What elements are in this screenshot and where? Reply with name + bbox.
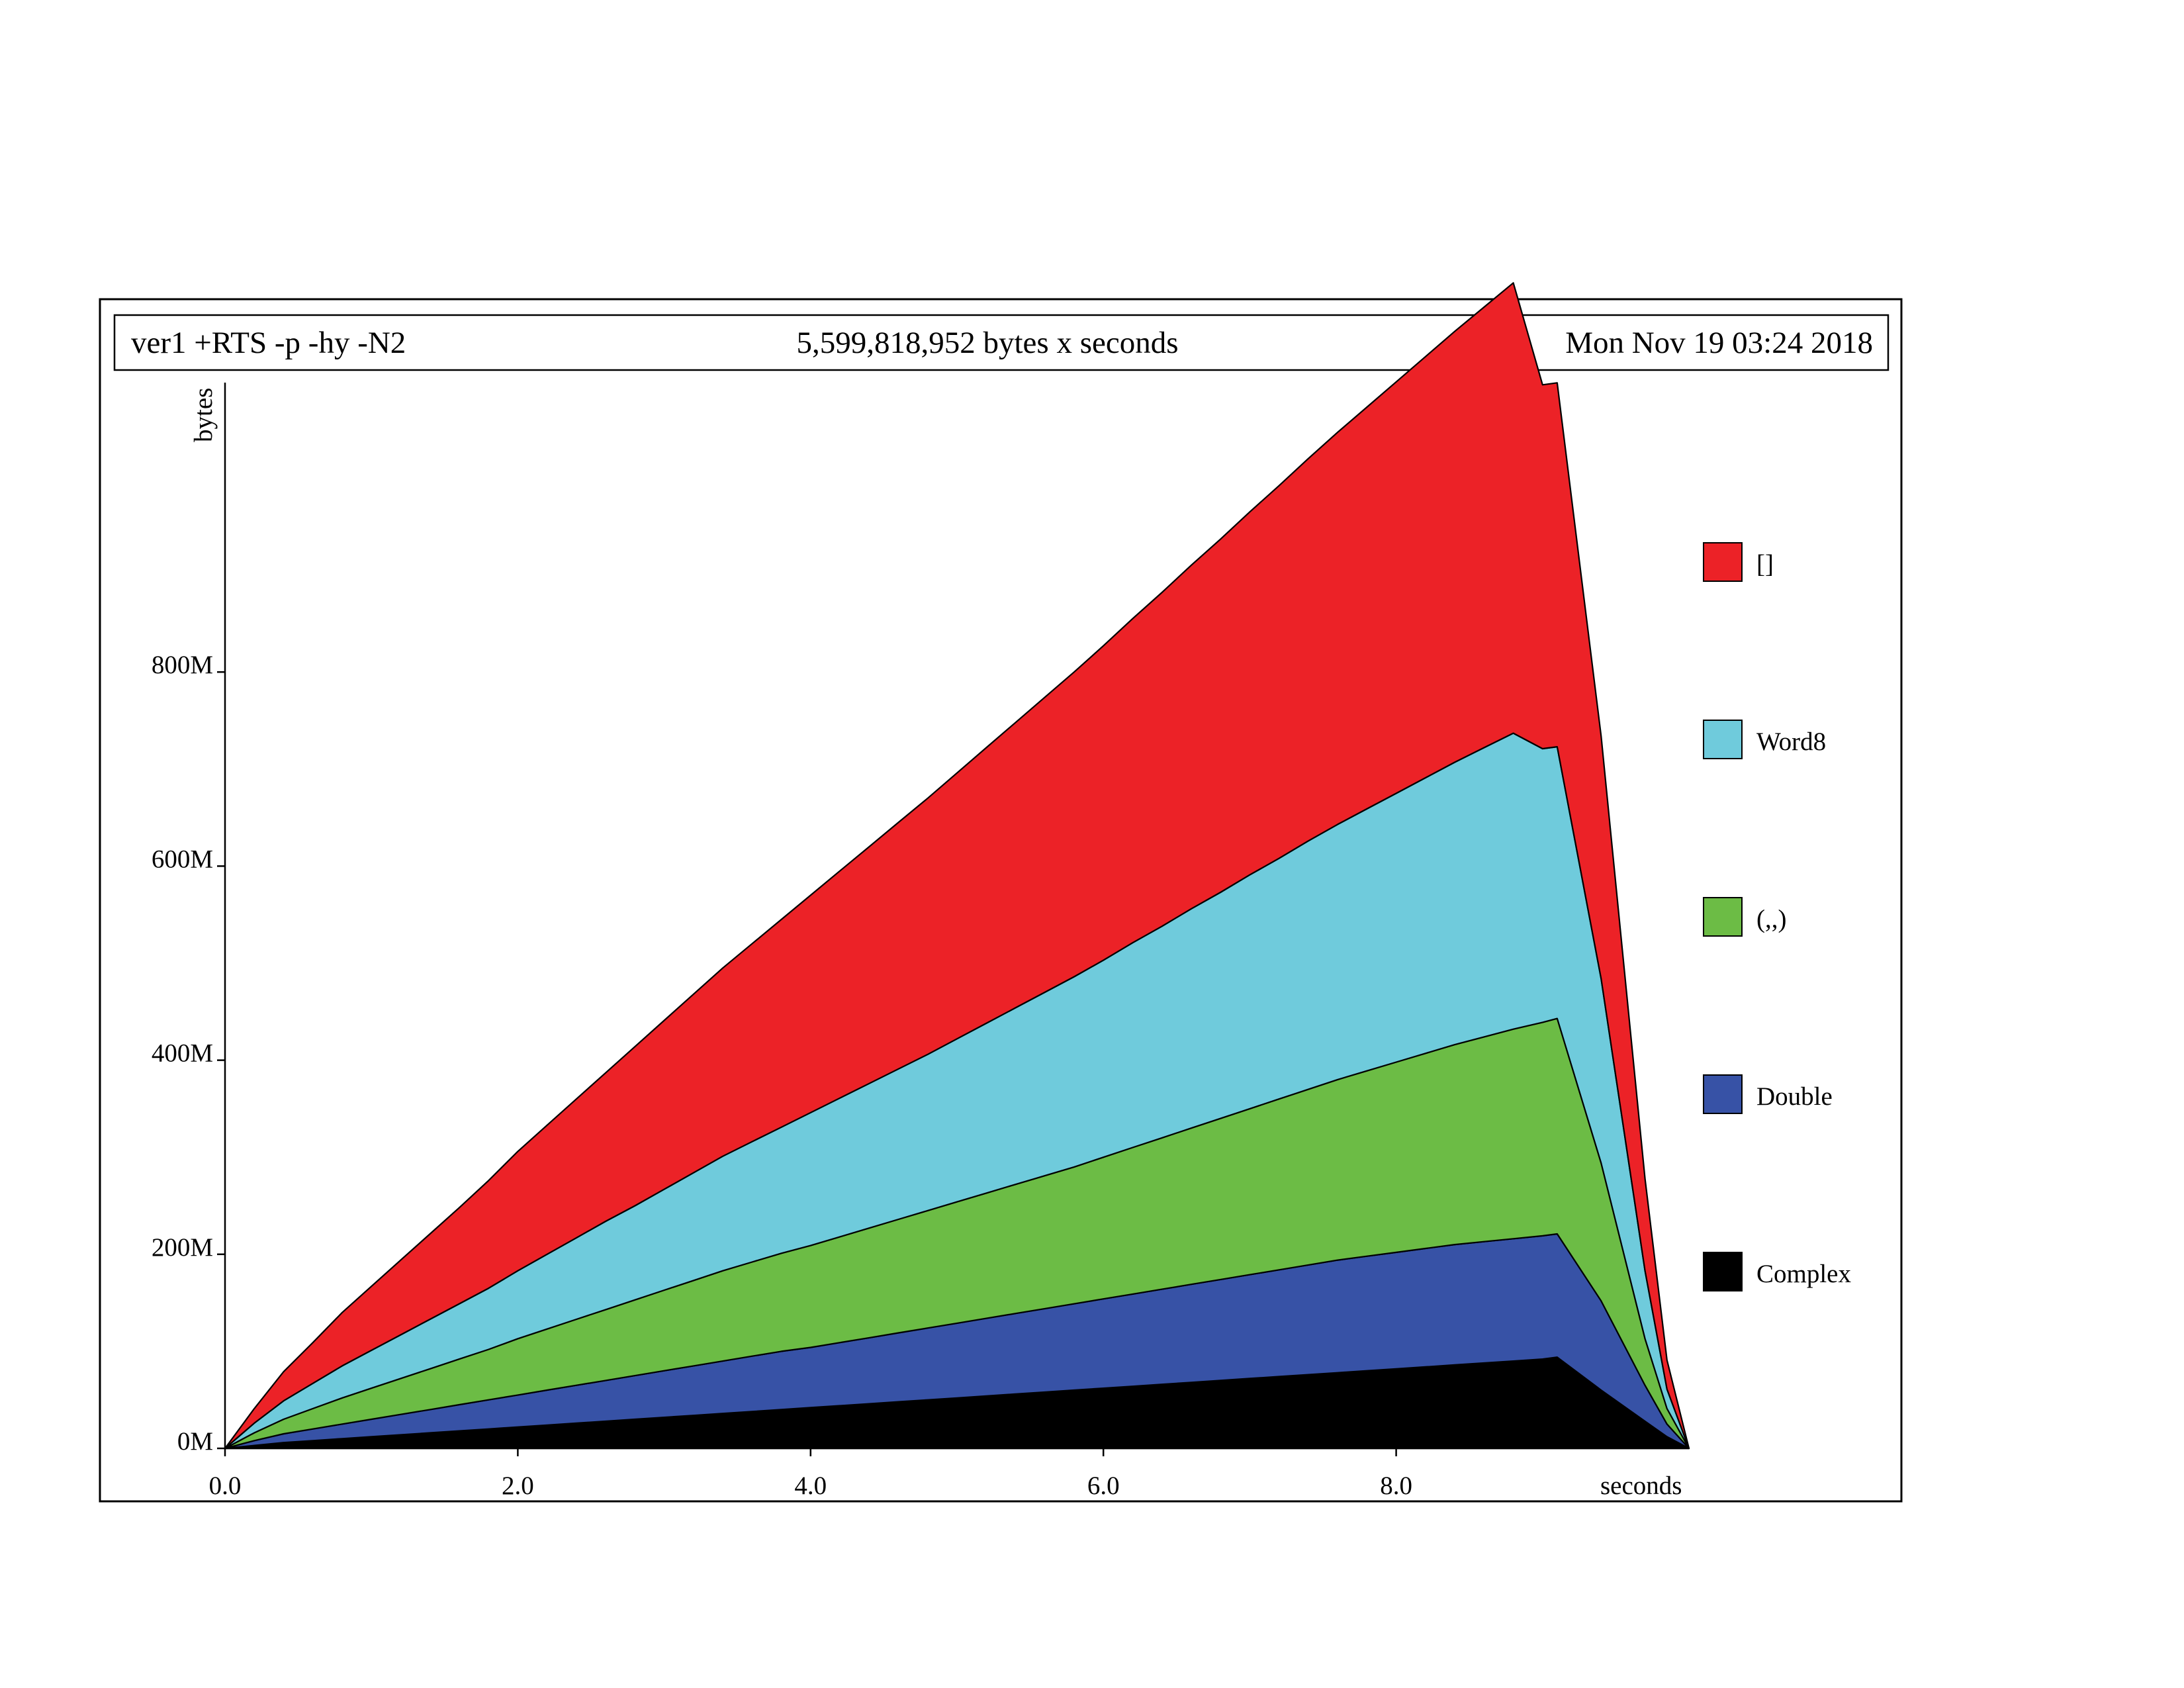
x-tick-label: 8.0 (1380, 1472, 1412, 1500)
header-box (113, 314, 1889, 371)
legend-swatch (1703, 1252, 1743, 1291)
x-tick-label: 2.0 (502, 1472, 534, 1500)
stacked-areas (224, 282, 1690, 1450)
legend-label: [] (1756, 550, 1774, 579)
y-tick-label: 600M (152, 845, 213, 873)
timestamp: Mon Nov 19 03:24 2018 (1565, 326, 1873, 360)
legend-label: Complex (1756, 1260, 1851, 1288)
legend: [] Word8 (,,) Double Complex (1703, 542, 1851, 1291)
x-tick-label: 0.0 (209, 1472, 242, 1500)
y-axis-ticks: 0M 200M 400M 600M 800M (152, 651, 225, 1456)
x-axis-label: seconds (1600, 1472, 1682, 1500)
y-tick-label: 0M (177, 1427, 213, 1456)
legend-swatch (1703, 897, 1743, 937)
y-tick-label: 800M (152, 651, 213, 679)
x-axis-ticks: 0.0 2.0 4.0 6.0 8.0 (209, 1448, 1412, 1500)
y-tick-label: 400M (152, 1039, 213, 1068)
legend-label: Double (1756, 1082, 1833, 1111)
legend-swatch (1703, 720, 1743, 759)
legend-label: (,,) (1756, 905, 1786, 933)
legend-label: Word8 (1756, 727, 1826, 756)
x-tick-label: 4.0 (794, 1472, 827, 1500)
legend-swatch (1703, 1074, 1743, 1114)
y-tick-label: 200M (152, 1233, 213, 1262)
total-bytes-seconds: 5,599,818,952 bytes x seconds (796, 326, 1178, 360)
program-label: ver1 +RTS -p -hy -N2 (131, 326, 406, 360)
y-axis-label: bytes (189, 388, 218, 442)
legend-swatch (1703, 542, 1743, 582)
x-tick-label: 6.0 (1087, 1472, 1120, 1500)
